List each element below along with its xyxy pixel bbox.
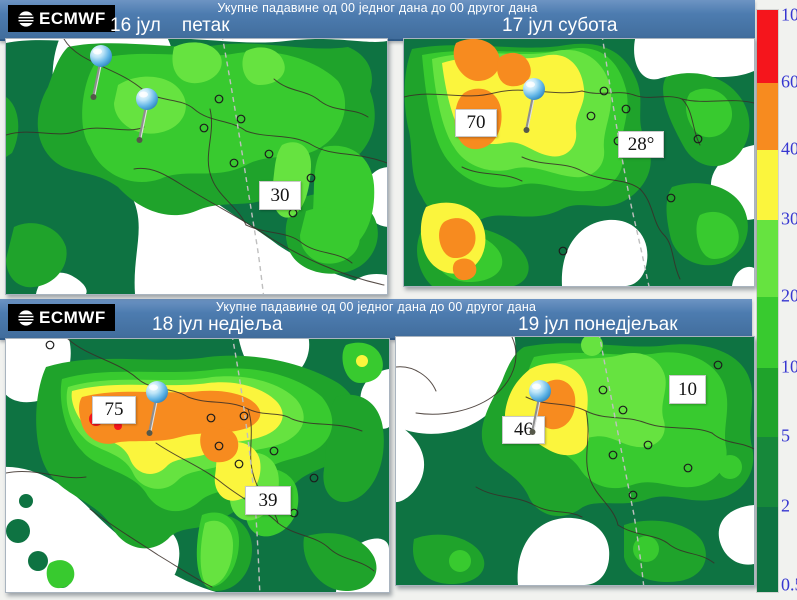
country-borders [6,39,387,286]
map-value-label: 75 [92,396,136,424]
legend-tick: 40 [781,138,797,159]
map-value-label: 30 [259,181,301,210]
country-borders [396,337,754,564]
meridian-line [601,39,650,286]
meridian-line [599,337,645,585]
legend-bar [757,10,778,592]
legend-tick: 100 [781,4,797,25]
map-pin-icon [144,379,170,438]
ecmwf-logo-text: ECMWF [39,307,106,327]
city-markers [199,94,316,218]
legend-segment [757,150,778,220]
legend-segment [757,297,778,368]
legend-segment [757,220,778,297]
precipitation-map [404,39,754,286]
legend-tick: 20 [781,285,797,306]
date-label-16-jul: 16 јул петак [110,15,230,36]
map-pin-icon [88,43,114,102]
banner-title: Укупне падавине од 00 једног дана до 00 … [217,1,538,15]
legend-tick: 2 [781,495,790,516]
precip-field [6,339,389,592]
legend-segment [757,368,778,437]
map-panel-18-jul: 75 39 [5,338,390,593]
date-label-19-jul: 19 јул понедјељак [518,314,678,335]
date-label-18-jul: 18 јул недјеља [152,314,283,335]
map-value-label: 28° [618,131,664,158]
legend-tick: 10 [781,356,797,377]
legend-segment [757,10,778,83]
precip-field [6,39,387,294]
legend-segment [757,507,778,592]
city-markers [558,86,703,256]
precipitation-map [6,39,387,294]
map-value-label: 39 [245,486,291,515]
ecmwf-logo-text: ECMWF [39,8,106,28]
ecmwf-logo: ECMWF [8,5,115,32]
map-pin-icon [527,378,553,437]
precipitation-color-scale: 100 60 40 30 20 10 5 2 0.5 [757,4,797,595]
map-panel-19-jul: 46 10 [395,336,755,586]
precip-field [404,39,754,286]
map-pin-icon [134,86,160,145]
legend-tick: 60 [781,71,797,92]
legend-segment [757,437,778,507]
map-value-label: 70 [455,109,497,137]
meridian-line [222,39,265,294]
ecmwf-logo: ECMWF [8,304,115,331]
header-banner-bottom: ECMWF Укупне падавине од 00 једног дана … [0,299,752,340]
map-value-label: 46 [502,416,545,444]
ecmwf-globe-icon [17,309,35,326]
legend-tick: 0.5 [781,574,797,595]
map-panel-17-jul: 70 28° [403,38,755,287]
header-banner-top: ECMWF Укупне падавине од 00 једног дана … [0,0,755,41]
legend-tick: 5 [781,425,790,446]
map-pin-icon [521,76,547,135]
ecmwf-globe-icon [17,10,35,27]
map-panel-16-jul: 30 [5,38,388,295]
legend-segment [757,83,778,150]
legend-tick: 30 [781,208,797,229]
precipitation-map [6,339,389,592]
date-label-17-jul: 17 јул субота [502,15,618,36]
banner-title: Укупне падавине од 00 једног дана до 00 … [215,300,537,314]
map-value-label: 10 [669,375,706,404]
city-markers [598,360,723,500]
